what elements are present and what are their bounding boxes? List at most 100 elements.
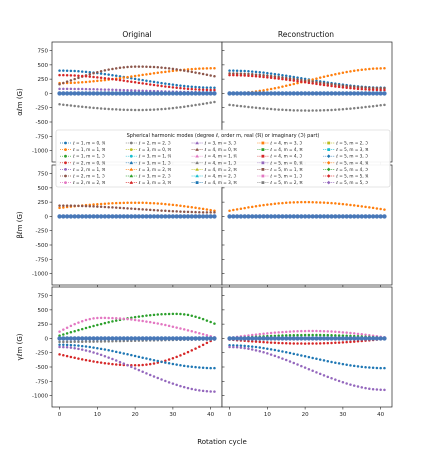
data-point bbox=[326, 82, 330, 86]
legend-entry: ℓ = 2, m = 2, ℑ bbox=[125, 141, 171, 146]
data-point bbox=[247, 344, 250, 348]
data-point bbox=[62, 103, 65, 106]
data-point bbox=[352, 204, 356, 207]
legend-entry: ℓ = 2, m = 1, ℜ bbox=[60, 167, 106, 172]
data-point bbox=[72, 91, 77, 96]
data-point bbox=[96, 346, 99, 350]
data-point bbox=[246, 91, 251, 96]
data-point bbox=[92, 317, 95, 320]
data-point bbox=[198, 86, 201, 89]
x-tick-label: 0 bbox=[228, 412, 232, 418]
data-point bbox=[125, 336, 130, 341]
data-point bbox=[254, 349, 258, 352]
y-tick-label: -250 bbox=[36, 351, 49, 357]
legend-label: ℓ = 2, m = 1, ℜ bbox=[72, 167, 106, 172]
y-tick-label: 0 bbox=[45, 336, 49, 342]
data-point bbox=[107, 316, 110, 320]
data-point bbox=[360, 106, 364, 109]
data-point bbox=[322, 201, 326, 204]
data-point bbox=[114, 88, 118, 92]
legend-marker bbox=[129, 180, 134, 184]
data-point bbox=[107, 202, 110, 205]
data-point bbox=[91, 214, 96, 219]
data-point bbox=[69, 74, 73, 77]
data-point bbox=[167, 67, 171, 70]
data-point bbox=[99, 202, 103, 206]
legend-title: Spherical harmonic modes (degree ℓ, orde… bbox=[127, 133, 320, 139]
data-point bbox=[96, 76, 99, 79]
data-point bbox=[356, 365, 360, 368]
data-point bbox=[228, 344, 231, 347]
data-point bbox=[232, 344, 235, 347]
data-point bbox=[73, 340, 76, 344]
legend-marker bbox=[327, 148, 331, 151]
data-point bbox=[334, 330, 337, 334]
data-point bbox=[171, 83, 175, 86]
data-point bbox=[292, 77, 296, 81]
data-point bbox=[117, 214, 123, 219]
data-point bbox=[164, 209, 167, 213]
data-point bbox=[69, 79, 73, 82]
data-point bbox=[96, 205, 99, 208]
data-point bbox=[228, 209, 231, 212]
series-2 bbox=[228, 72, 386, 90]
data-point bbox=[133, 108, 137, 112]
data-point bbox=[197, 214, 202, 219]
data-point bbox=[356, 87, 360, 91]
data-point bbox=[276, 91, 281, 96]
column-title-original: Original bbox=[122, 30, 151, 39]
data-point bbox=[360, 87, 364, 91]
data-point bbox=[318, 336, 323, 341]
data-point bbox=[374, 214, 380, 219]
data-point bbox=[122, 317, 126, 321]
data-point bbox=[198, 67, 201, 70]
data-point bbox=[62, 328, 65, 331]
legend-marker bbox=[195, 167, 199, 171]
data-point bbox=[330, 83, 333, 86]
data-point bbox=[166, 214, 172, 219]
data-point bbox=[368, 387, 371, 390]
data-point bbox=[300, 354, 303, 357]
data-point bbox=[272, 91, 278, 96]
data-point bbox=[242, 336, 247, 341]
y-tick-label: -500 bbox=[36, 243, 49, 249]
data-point bbox=[277, 73, 280, 76]
data-point bbox=[118, 76, 122, 80]
data-point bbox=[77, 340, 80, 344]
data-point bbox=[171, 69, 175, 73]
data-point bbox=[103, 321, 107, 325]
data-point bbox=[337, 72, 341, 75]
data-point bbox=[182, 364, 186, 368]
data-point bbox=[99, 361, 103, 364]
data-point bbox=[379, 366, 382, 370]
data-point bbox=[114, 78, 118, 81]
data-point bbox=[160, 107, 163, 111]
data-point bbox=[118, 78, 122, 82]
data-point bbox=[130, 80, 133, 84]
data-point bbox=[182, 87, 186, 90]
data-point bbox=[277, 75, 280, 79]
data-point bbox=[292, 333, 296, 337]
data-point bbox=[314, 91, 319, 96]
data-point bbox=[292, 342, 296, 345]
data-point bbox=[107, 77, 110, 80]
data-point bbox=[103, 354, 107, 358]
data-point bbox=[179, 384, 182, 388]
data-point bbox=[190, 365, 194, 369]
data-point bbox=[205, 319, 209, 322]
data-point bbox=[77, 357, 80, 360]
legend-label: ℓ = 4, m = 1, ℜ bbox=[204, 154, 238, 159]
data-point bbox=[268, 214, 274, 219]
data-point bbox=[363, 214, 368, 219]
data-point bbox=[340, 214, 346, 219]
data-point bbox=[182, 210, 186, 213]
data-point bbox=[107, 340, 110, 343]
data-point bbox=[277, 349, 280, 352]
data-point bbox=[273, 331, 277, 334]
data-point bbox=[80, 91, 85, 96]
data-point bbox=[375, 88, 379, 92]
legend-label: ℓ = 5, m = 0, ℜ bbox=[269, 160, 303, 165]
data-point bbox=[266, 71, 269, 75]
data-point bbox=[62, 81, 65, 85]
data-point bbox=[69, 343, 73, 347]
